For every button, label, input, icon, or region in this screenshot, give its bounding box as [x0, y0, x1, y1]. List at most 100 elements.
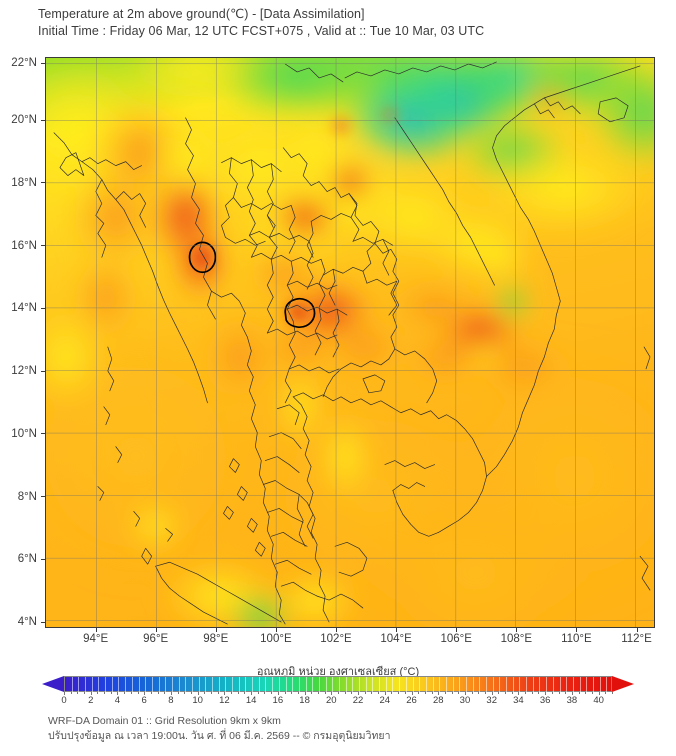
colorbar-tick-mark — [331, 692, 333, 695]
colorbar-segment-divider — [171, 677, 173, 693]
coastline-and-borders-layer — [53, 61, 651, 625]
colorbar-minor-tick-mark — [444, 692, 446, 694]
colorbar-segment-divider — [472, 677, 474, 693]
colorbar-segment-divider — [158, 677, 160, 693]
chart-title-block: Temperature at 2m above ground(℃) - [Dat… — [38, 6, 658, 40]
x-tick-label: 108°E — [500, 633, 533, 645]
colorbar-tick-label: 20 — [326, 695, 337, 706]
colorbar-segment-divider — [512, 677, 514, 693]
colorbar-minor-tick-mark — [398, 692, 400, 694]
colorbar-gradient[interactable] — [64, 676, 612, 693]
colorbar-segment-divider — [486, 677, 488, 693]
colorbar-minor-tick-mark — [217, 692, 219, 694]
colorbar-minor-tick-mark — [130, 692, 132, 694]
colorbar-tick-mark — [197, 692, 199, 695]
colorbar-segment-divider — [258, 677, 260, 693]
colorbar[interactable]: 0 2 4 6 8 10 12 14 16 18 20 22 24 26 28 30 32 34 36 38 40 — [42, 676, 634, 706]
colorbar-minor-tick-mark — [271, 692, 273, 694]
colorbar-segment-divider — [506, 677, 508, 693]
colorbar-tick-label: 14 — [245, 695, 257, 706]
x-tick-mark — [456, 628, 458, 632]
colorbar-tick-label: 12 — [219, 695, 230, 706]
colorbar-minor-tick-mark — [164, 692, 166, 694]
colorbar-tick-mark — [571, 692, 573, 695]
colorbar-segment-divider — [272, 677, 274, 693]
colorbar-segment-divider — [539, 677, 541, 693]
colorbar-tick-label: 22 — [352, 695, 364, 706]
colorbar-minor-tick-mark — [538, 692, 540, 694]
colorbar-segment-divider — [392, 677, 394, 693]
colorbar-segment-divider — [492, 677, 494, 693]
colorbar-minor-tick-mark — [150, 692, 152, 694]
colorbar-segment-divider — [265, 677, 267, 693]
colorbar-minor-tick-mark — [458, 692, 460, 694]
y-tick-mark — [41, 496, 45, 498]
colorbar-tick-mark — [304, 692, 306, 695]
colorbar-segment-divider — [592, 677, 594, 693]
y-tick-mark — [41, 62, 45, 64]
colorbar-block: อุณหภูมิ หน่วย องศาเซลเซียส (°C) 0 2 4 6 8 10… — [0, 660, 676, 712]
colorbar-minor-tick-mark — [585, 692, 587, 694]
colorbar-segment-divider — [499, 677, 501, 693]
colorbar-segment-divider — [332, 677, 334, 693]
colorbar-segment-divider — [586, 677, 588, 693]
colorbar-minor-tick-mark — [297, 692, 299, 694]
y-tick-label: 16°N — [11, 239, 37, 252]
y-tick-label: 6°N — [17, 553, 37, 566]
colorbar-minor-tick-mark — [525, 692, 527, 694]
x-tick-label: 100°E — [260, 633, 292, 645]
colorbar-tick-mark — [491, 692, 493, 695]
x-tick-mark — [516, 628, 518, 632]
colorbar-title: อุณหภูมิ หน่วย องศาเซลเซียส (°C) — [256, 666, 420, 678]
colorbar-tick-mark — [277, 692, 279, 695]
colorbar-tick-label: 34 — [513, 695, 524, 706]
colorbar-minor-tick-mark — [311, 692, 313, 694]
y-tick-label: 12°N — [11, 365, 37, 378]
colorbar-tick-label: 30 — [459, 695, 471, 706]
colorbar-minor-tick-mark — [612, 692, 613, 694]
colorbar-minor-tick-mark — [317, 692, 319, 694]
colorbar-tick-mark — [438, 692, 440, 695]
y-tick-mark — [41, 245, 45, 247]
colorbar-tick-mark — [545, 692, 547, 695]
footer-block: WRF-DA Domain 01 :: Grid Resolution 9km … — [48, 714, 648, 744]
y-tick-mark — [41, 119, 45, 121]
colorbar-segment-divider — [118, 677, 120, 693]
y-tick-label: 20°N — [11, 114, 37, 126]
y-tick-label: 18°N — [11, 176, 37, 189]
colorbar-segment-divider — [225, 677, 227, 693]
x-tick-label: 104°E — [380, 633, 412, 645]
y-tick-mark — [41, 558, 45, 560]
colorbar-minor-tick-mark — [237, 692, 239, 694]
colorbar-tick-mark — [117, 692, 119, 695]
colorbar-segment-divider — [359, 677, 361, 693]
colorbar-minor-tick-mark — [157, 692, 159, 694]
colorbar-minor-tick-mark — [418, 692, 420, 694]
colorbar-segment-divider — [98, 677, 100, 693]
colorbar-minor-tick-mark — [104, 692, 106, 694]
y-tick-mark — [41, 433, 45, 435]
colorbar-minor-tick-mark — [257, 692, 259, 694]
colorbar-segment-divider — [439, 677, 441, 693]
colorbar-segment-divider — [566, 677, 568, 693]
colorbar-tick-mark — [598, 692, 600, 695]
colorbar-segment-divider — [71, 677, 73, 693]
map-plot-area[interactable] — [45, 57, 655, 628]
colorbar-segment-divider — [91, 677, 93, 693]
colorbar-segment-divider — [218, 677, 220, 693]
colorbar-segment-divider — [145, 677, 147, 693]
x-tick-label: 112°E — [621, 633, 652, 645]
colorbar-segment-divider — [105, 677, 107, 693]
x-tick-mark — [275, 628, 277, 632]
colorbar-minor-tick-mark — [371, 692, 373, 694]
colorbar-tick-mark — [411, 692, 413, 695]
colorbar-segment-divider — [138, 677, 140, 693]
colorbar-minor-tick-mark — [324, 692, 326, 694]
colorbar-segment-divider — [572, 677, 574, 693]
colorbar-segment-divider — [125, 677, 127, 693]
colorbar-minor-tick-mark — [264, 692, 266, 694]
colorbar-segment-divider — [532, 677, 534, 693]
x-tick-label: 96°E — [143, 633, 169, 645]
colorbar-segment-divider — [459, 677, 461, 693]
colorbar-tick-label: 40 — [593, 695, 604, 706]
